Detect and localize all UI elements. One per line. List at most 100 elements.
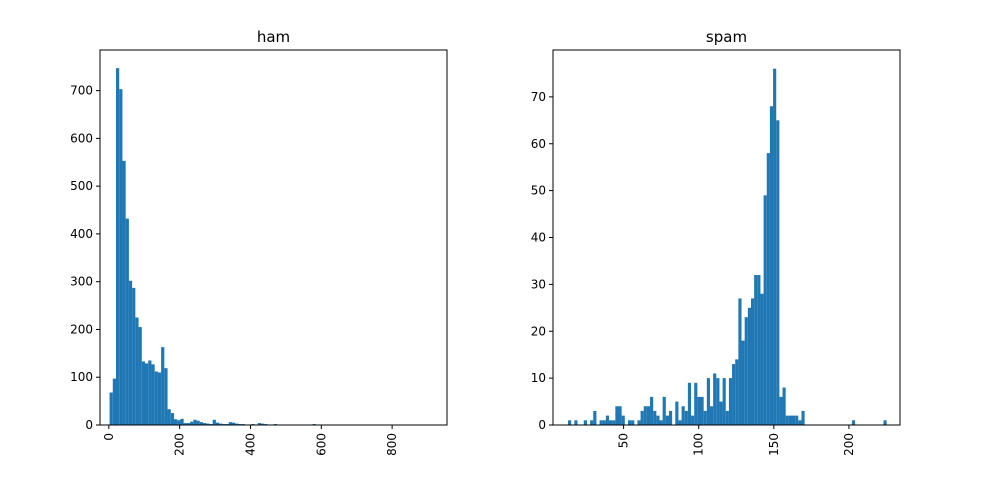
spam-histogram-bar bbox=[791, 415, 796, 425]
spam-histogram-bar bbox=[583, 420, 587, 425]
ham-histogram-bar bbox=[170, 413, 175, 425]
spam-histogram-bar bbox=[801, 410, 805, 425]
spam-histogram-bar bbox=[574, 420, 578, 425]
spam-histogram-bar bbox=[773, 68, 777, 425]
spam-histogram-bar bbox=[627, 420, 632, 425]
spam-histogram-bar bbox=[656, 415, 660, 425]
spam-y-tick-label: 10 bbox=[531, 371, 546, 385]
spam-histogram-bar bbox=[703, 410, 707, 425]
ham-histogram-bar bbox=[125, 218, 129, 425]
spam-x-tick-label: 200 bbox=[842, 433, 856, 456]
ham-y-tick-label: 300 bbox=[70, 275, 93, 289]
ham-histogram-bar bbox=[228, 422, 233, 425]
ham-histogram-bar bbox=[148, 360, 152, 425]
ham-histogram-bar bbox=[199, 422, 204, 425]
ham-y-tick-label: 0 bbox=[85, 418, 93, 432]
spam-histogram-bar bbox=[612, 420, 616, 425]
spam-histogram-bar bbox=[738, 298, 742, 425]
spam-histogram-bar bbox=[602, 420, 606, 425]
spam-histogram-bar bbox=[621, 415, 625, 425]
spam-histogram-bar bbox=[744, 317, 748, 425]
spam-histogram-bar bbox=[662, 396, 666, 425]
ham-histogram-bar bbox=[212, 419, 216, 425]
spam-histogram-bar bbox=[631, 420, 635, 425]
ham-x-tick-label: 200 bbox=[173, 433, 187, 456]
spam-histogram-bar bbox=[700, 396, 704, 425]
spam-histogram-bar bbox=[760, 293, 764, 425]
spam-histogram-bar bbox=[795, 415, 799, 425]
spam-y-tick-label: 40 bbox=[531, 231, 546, 245]
spam-histogram-bar bbox=[637, 420, 641, 425]
spam-histogram-bar bbox=[732, 364, 736, 425]
ham-histogram-bar bbox=[180, 418, 184, 425]
spam-histogram-bar bbox=[691, 415, 695, 425]
spam-y-tick-label: 30 bbox=[531, 277, 546, 291]
spam-histogram-bar bbox=[883, 420, 887, 425]
spam-x-tick-label: 100 bbox=[692, 433, 706, 456]
spam-histogram-bar bbox=[640, 410, 644, 425]
spam-x-tick-label: 150 bbox=[767, 433, 781, 456]
ham-histogram-bar bbox=[257, 423, 262, 425]
ham-histogram-bar bbox=[235, 423, 239, 425]
ham-histogram-bar bbox=[145, 363, 149, 425]
spam-histogram-bar bbox=[725, 410, 729, 425]
ham-histogram-bar bbox=[196, 420, 200, 425]
spam-histogram-bar bbox=[766, 153, 770, 425]
spam-histogram-bar bbox=[779, 396, 783, 425]
ham-histogram-bar bbox=[157, 372, 162, 425]
spam-histogram-bar bbox=[735, 359, 739, 425]
spam-histogram-bar bbox=[709, 406, 714, 425]
spam-histogram-bar bbox=[747, 307, 751, 425]
ham-histogram-bar bbox=[206, 423, 210, 425]
ham-histogram-bar bbox=[132, 287, 136, 425]
spam-histogram-bar bbox=[719, 401, 723, 425]
spam-histogram-bar bbox=[646, 406, 651, 425]
ham-y-tick-label: 700 bbox=[70, 84, 93, 98]
spam-histogram-bar bbox=[798, 420, 802, 425]
ham-y-tick-label: 400 bbox=[70, 227, 93, 241]
spam-histogram-bar bbox=[706, 378, 710, 425]
ham-histogram-bar bbox=[112, 378, 117, 425]
spam-histogram-bar bbox=[681, 406, 685, 425]
spam-histogram-bar bbox=[851, 420, 856, 425]
spam-histogram-bar bbox=[609, 420, 613, 425]
spam-histogram-bar bbox=[605, 415, 610, 425]
spam-histogram-bar bbox=[782, 387, 786, 425]
spam-histogram-bar bbox=[668, 410, 673, 425]
ham-histogram-bar bbox=[109, 392, 113, 425]
spam-axes-frame bbox=[552, 49, 901, 426]
spam-histogram-bar bbox=[659, 420, 663, 425]
ham-y-tick-label: 500 bbox=[70, 179, 93, 193]
ham-histogram-bar bbox=[135, 317, 139, 425]
ham-histogram-bar bbox=[203, 423, 207, 425]
ham-histogram-bar bbox=[116, 68, 120, 425]
ham-x-axis-ticks: 0 200 400 600 800 bbox=[102, 425, 399, 456]
ham-histogram-bar bbox=[167, 409, 171, 425]
spam-histogram-bar bbox=[684, 410, 688, 425]
spam-histogram-bar bbox=[687, 382, 692, 425]
ham-x-tick-label: 800 bbox=[385, 433, 399, 456]
ham-histogram-bar bbox=[193, 419, 197, 425]
spam-histogram-bar bbox=[590, 420, 594, 425]
ham-histogram-bar bbox=[183, 423, 187, 425]
ham-histogram-bar bbox=[190, 421, 194, 425]
spam-histogram-bar bbox=[785, 415, 789, 425]
ham-y-tick-label: 200 bbox=[70, 322, 93, 336]
ham-histogram-bar bbox=[128, 280, 133, 425]
ham-histogram-bar bbox=[177, 420, 181, 425]
spam-histogram-bar bbox=[728, 378, 733, 425]
spam-histogram-bar bbox=[750, 298, 755, 425]
ham-x-tick-label: 0 bbox=[102, 433, 116, 441]
spam-histogram-bar bbox=[650, 396, 654, 425]
ham-histogram-panel: ham 0 200 400 600 800 0 100 200 300 400 500 600 700 bbox=[70, 28, 448, 456]
spam-histogram-panel: spam 50 100 150 200 0 10 20 30 40 50 60 70 bbox=[531, 28, 901, 456]
spam-y-tick-label: 50 bbox=[531, 184, 546, 198]
ham-histogram-bar bbox=[161, 347, 165, 425]
spam-histogram-bar bbox=[643, 406, 647, 425]
spam-y-axis-ticks: 0 10 20 30 40 50 60 70 bbox=[531, 90, 553, 432]
ham-histogram-bar bbox=[215, 422, 220, 425]
spam-histogram-bar bbox=[694, 382, 698, 425]
ham-histogram-bar bbox=[151, 364, 155, 425]
spam-y-tick-label: 60 bbox=[531, 137, 546, 151]
ham-y-axis-ticks: 0 100 200 300 400 500 600 700 bbox=[70, 84, 100, 432]
